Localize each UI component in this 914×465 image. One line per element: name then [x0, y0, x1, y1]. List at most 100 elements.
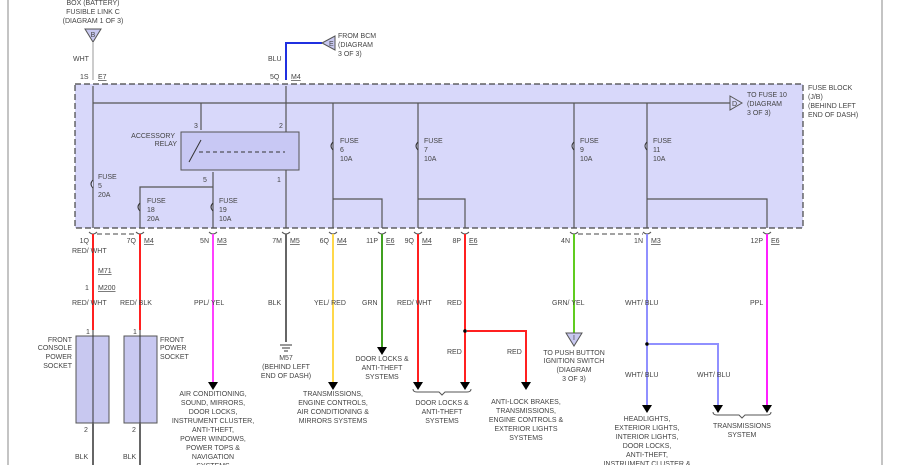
- bcm-source: E FROM BCM (DIAGRAM 3 OF 3) BLU 5Q M4: [268, 33, 376, 81]
- svg-text:WHT/ BLU: WHT/ BLU: [625, 372, 658, 379]
- destination-dest-lights: HEADLIGHTS, EXTERIOR LIGHTS, INTERIOR LIGH…: [604, 416, 691, 465]
- svg-text:I: I: [573, 335, 575, 342]
- svg-text:1: 1: [133, 329, 137, 336]
- arrow-icon: [762, 405, 772, 413]
- svg-text:5: 5: [203, 177, 207, 184]
- connector-pin: [135, 231, 145, 235]
- pin-label: 6Q: [320, 238, 330, 245]
- connector-pin: [281, 231, 291, 235]
- svg-text:M4: M4: [291, 74, 301, 81]
- fuse-block: FUSE BLOCK (J/B) (BEHIND LEFT END OF DAS…: [74, 83, 858, 229]
- svg-text:TO FUSE 10: TO FUSE 10: [747, 92, 787, 99]
- svg-text:(J/B): (J/B): [808, 94, 823, 101]
- svg-text:SYSTEMS: SYSTEMS: [196, 463, 230, 465]
- pin-label: 12P: [751, 238, 764, 245]
- svg-text:1S: 1S: [80, 74, 89, 81]
- svg-text:ACCESSORY: ACCESSORY: [131, 133, 175, 140]
- wire-branch-red: [467, 330, 527, 382]
- output-wire-4n: 4N: [561, 231, 579, 333]
- pin-label: 4N: [561, 238, 570, 245]
- svg-text:SOCKET: SOCKET: [43, 363, 73, 370]
- svg-text:2: 2: [84, 427, 88, 434]
- svg-text:9: 9: [580, 147, 584, 154]
- svg-text:FUSE: FUSE: [147, 198, 166, 205]
- fuse-9: FUSE 9 10A: [571, 138, 599, 163]
- svg-text:10A: 10A: [653, 156, 666, 163]
- svg-text:CONSOLE: CONSOLE: [38, 345, 73, 352]
- svg-text:FROM BCM: FROM BCM: [338, 33, 376, 40]
- svg-text:POWER: POWER: [46, 354, 72, 361]
- svg-text:EXTERIOR LIGHTS,: EXTERIOR LIGHTS,: [615, 425, 680, 432]
- svg-text:SYSTEMS: SYSTEMS: [425, 418, 459, 425]
- junction: [463, 329, 467, 333]
- svg-text:(DIAGRAM: (DIAGRAM: [747, 101, 782, 108]
- svg-text:GRN/ YEL: GRN/ YEL: [552, 300, 585, 307]
- svg-text:19: 19: [219, 207, 227, 214]
- svg-text:1: 1: [85, 285, 89, 292]
- svg-text:WHT/ BLU: WHT/ BLU: [625, 300, 658, 307]
- connector-e-icon: [320, 35, 336, 51]
- brace-transmissions: [712, 411, 772, 419]
- fuse-7: FUSE 7 10A: [415, 138, 443, 163]
- svg-text:RED/ WHT: RED/ WHT: [397, 300, 432, 307]
- svg-text:3 OF 3): 3 OF 3): [747, 110, 771, 117]
- pin-label: 7Q: [127, 238, 137, 245]
- svg-text:INSTRUMENT CLUSTER &: INSTRUMENT CLUSTER &: [604, 461, 691, 465]
- svg-text:FUSIBLE LINK C: FUSIBLE LINK C: [66, 9, 120, 16]
- output-wire-7q: 7Q M4: [127, 231, 154, 330]
- svg-text:FUSE: FUSE: [219, 198, 238, 205]
- svg-text:TRANSMISSIONS,: TRANSMISSIONS,: [496, 408, 556, 415]
- svg-text:RED: RED: [507, 349, 522, 356]
- svg-text:2: 2: [279, 123, 283, 130]
- svg-text:M200: M200: [98, 285, 116, 292]
- svg-text:BLK: BLK: [75, 454, 89, 461]
- svg-text:DOOR LOCKS,: DOOR LOCKS,: [189, 409, 238, 416]
- svg-text:POWER: POWER: [160, 345, 186, 352]
- svg-text:HEADLIGHTS,: HEADLIGHTS,: [624, 416, 671, 423]
- svg-text:PPL: PPL: [750, 300, 763, 307]
- svg-text:RED: RED: [447, 300, 462, 307]
- svg-text:5: 5: [98, 183, 102, 190]
- output-wire-12p: 12P E6: [751, 231, 780, 413]
- svg-text:ANTI-THEFT: ANTI-THEFT: [422, 409, 464, 416]
- svg-text:END OF DASH): END OF DASH): [808, 112, 858, 119]
- svg-text:D: D: [732, 101, 737, 108]
- output-wire-1q: 1Q: [80, 231, 98, 330]
- junction: [645, 342, 649, 346]
- output-wire-6q: 6Q M4: [320, 231, 347, 390]
- connector-label: M3: [651, 238, 661, 245]
- svg-text:NAVIGATION: NAVIGATION: [192, 454, 234, 461]
- pin-label: 7M: [272, 238, 282, 245]
- svg-text:10A: 10A: [424, 156, 437, 163]
- svg-text:DOOR LOCKS &: DOOR LOCKS &: [355, 356, 409, 363]
- arrow-icon: [713, 405, 723, 413]
- svg-text:FUSE: FUSE: [98, 174, 117, 181]
- connector-pin: [460, 231, 470, 235]
- destination-dest-ac: AIR CONDITIONING, SOUND, MIRRORS, DOOR LOC…: [172, 391, 254, 465]
- fuse-18: FUSE 18 20A: [137, 198, 166, 223]
- svg-text:E: E: [329, 41, 334, 48]
- output-wire-11p: 11P E6: [366, 231, 395, 355]
- svg-text:IGNITION SWITCH: IGNITION SWITCH: [544, 358, 605, 365]
- svg-text:(BEHIND LEFT: (BEHIND LEFT: [262, 364, 311, 371]
- svg-text:TRANSMISSIONS: TRANSMISSIONS: [713, 423, 771, 430]
- svg-text:SYSTEM: SYSTEM: [728, 432, 757, 439]
- accessory-relay: ACCESSORY RELAY 3 2 5 1: [131, 123, 300, 184]
- svg-text:RED/ WHT: RED/ WHT: [72, 248, 107, 255]
- svg-text:POWER TOPS &: POWER TOPS &: [186, 445, 240, 452]
- svg-text:SYSTEMS: SYSTEMS: [365, 374, 399, 381]
- svg-text:SYSTEMS: SYSTEMS: [509, 435, 543, 442]
- output-wire-9q: 9Q M4: [405, 231, 432, 390]
- svg-text:AIR CONDITIONING,: AIR CONDITIONING,: [179, 391, 246, 398]
- fuse-19: FUSE 19 10A: [210, 198, 238, 223]
- svg-text:BLK: BLK: [268, 300, 282, 307]
- connector-pin: [377, 231, 387, 235]
- svg-text:3 OF 3): 3 OF 3): [562, 376, 586, 383]
- destination-dest-trans: TRANSMISSIONS, ENGINE CONTROLS, AIR CONDIT…: [297, 391, 369, 425]
- svg-text:INTERIOR LIGHTS,: INTERIOR LIGHTS,: [616, 434, 679, 441]
- connector-pin: [413, 231, 423, 235]
- battery-source: BOX (BATTERY) FUSIBLE LINK C (DIAGRAM 1 …: [63, 0, 124, 81]
- svg-text:FRONT: FRONT: [48, 337, 73, 344]
- output-wire-7m: 7M M5: [272, 231, 300, 342]
